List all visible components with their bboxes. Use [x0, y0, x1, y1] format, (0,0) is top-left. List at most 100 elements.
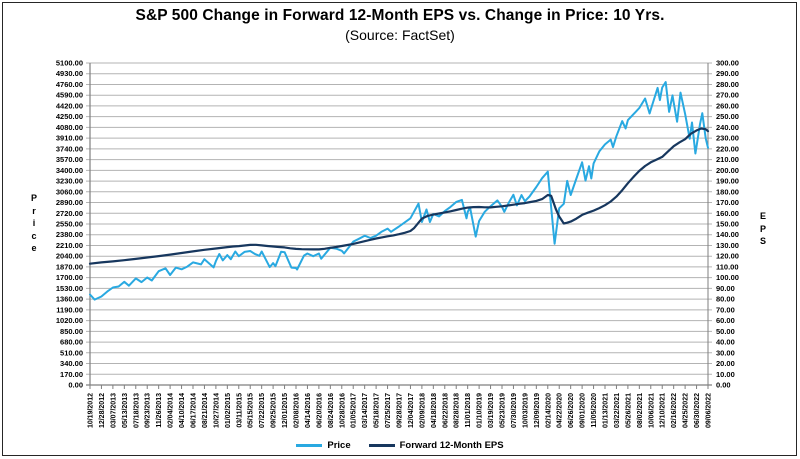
svg-text:3400.00: 3400.00: [56, 166, 83, 175]
svg-text:4590.00: 4590.00: [56, 91, 83, 100]
svg-text:12/09/2019: 12/09/2019: [534, 393, 541, 428]
svg-text:05/13/2013: 05/13/2013: [122, 393, 129, 428]
svg-text:50.00: 50.00: [716, 327, 735, 336]
svg-text:04/18/2018: 04/18/2018: [431, 393, 438, 428]
svg-text:02/14/2020: 02/14/2020: [545, 393, 552, 428]
svg-text:70.00: 70.00: [716, 305, 735, 314]
svg-text:120.00: 120.00: [716, 252, 739, 261]
svg-text:850.00: 850.00: [60, 327, 83, 336]
svg-text:05/23/2019: 05/23/2019: [500, 393, 507, 428]
svg-text:10.00: 10.00: [716, 370, 735, 379]
svg-text:07/25/2017: 07/25/2017: [385, 393, 392, 428]
svg-text:03/11/2015: 03/11/2015: [236, 393, 243, 428]
svg-text:09/25/2015: 09/25/2015: [271, 393, 278, 428]
svg-text:07/18/2013: 07/18/2013: [133, 393, 140, 428]
svg-text:2210.00: 2210.00: [56, 241, 83, 250]
svg-text:08/21/2014: 08/21/2014: [202, 393, 209, 428]
svg-text:200.00: 200.00: [716, 166, 739, 175]
svg-text:10/28/2016: 10/28/2016: [339, 393, 346, 428]
svg-text:12/04/2017: 12/04/2017: [408, 393, 415, 428]
svg-text:250.00: 250.00: [716, 112, 739, 121]
svg-text:03/19/2019: 03/19/2019: [488, 393, 495, 428]
svg-text:4930.00: 4930.00: [56, 69, 83, 78]
svg-text:11/26/2013: 11/26/2013: [156, 393, 163, 428]
plot-area: 0.00 0.00 170.00 10.00 340.00 20.00 510.00 30.0…: [56, 59, 739, 429]
legend-item-forward-12-month-eps: Forward 12-Month EPS: [368, 440, 504, 451]
svg-text:10/06/2021: 10/06/2021: [648, 393, 655, 428]
svg-text:270.00: 270.00: [716, 91, 739, 100]
svg-text:260.00: 260.00: [716, 101, 739, 110]
svg-text:08/24/2016: 08/24/2016: [328, 393, 335, 428]
svg-text:01/05/2017: 01/05/2017: [351, 393, 358, 428]
svg-text:80.00: 80.00: [716, 295, 735, 304]
svg-text:20.00: 20.00: [716, 359, 735, 368]
svg-text:01/02/2015: 01/02/2015: [225, 393, 232, 428]
svg-text:02/09/2018: 02/09/2018: [419, 393, 426, 428]
svg-text:60.00: 60.00: [716, 316, 735, 325]
svg-text:11/01/2018: 11/01/2018: [465, 393, 472, 428]
svg-text:30.00: 30.00: [716, 348, 735, 357]
svg-text:110.00: 110.00: [716, 262, 739, 271]
svg-text:02/08/2016: 02/08/2016: [294, 393, 301, 428]
svg-text:4760.00: 4760.00: [56, 80, 83, 89]
legend-line-swatch: [368, 444, 395, 447]
svg-text:140.00: 140.00: [716, 230, 739, 239]
svg-text:1190.00: 1190.00: [56, 305, 83, 314]
svg-text:160.00: 160.00: [716, 209, 739, 218]
svg-text:1530.00: 1530.00: [56, 284, 83, 293]
svg-text:2720.00: 2720.00: [56, 209, 83, 218]
svg-text:2380.00: 2380.00: [56, 230, 83, 239]
svg-text:07/22/2015: 07/22/2015: [259, 393, 266, 428]
svg-text:04/22/2020: 04/22/2020: [557, 393, 564, 428]
svg-text:340.00: 340.00: [60, 359, 83, 368]
svg-text:06/26/2020: 06/26/2020: [568, 393, 575, 428]
legend-label: Forward 12-Month EPS: [399, 440, 504, 451]
svg-text:680.00: 680.00: [60, 338, 83, 347]
svg-text:09/28/2017: 09/28/2017: [397, 393, 404, 428]
svg-text:1870.00: 1870.00: [56, 262, 83, 271]
svg-text:280.00: 280.00: [716, 80, 739, 89]
svg-text:230.00: 230.00: [716, 134, 739, 143]
left-axis-title-price: P r i c e: [30, 193, 37, 253]
svg-text:40.00: 40.00: [716, 338, 735, 347]
legend-label: Price: [327, 440, 351, 451]
svg-text:0.00: 0.00: [716, 381, 731, 390]
svg-text:2040.00: 2040.00: [56, 252, 83, 261]
legend-item-price: Price: [296, 440, 351, 451]
svg-text:03/14/2017: 03/14/2017: [362, 393, 369, 428]
svg-text:09/01/2020: 09/01/2020: [580, 393, 587, 428]
svg-text:290.00: 290.00: [716, 69, 739, 78]
svg-text:05/18/2017: 05/18/2017: [374, 393, 381, 428]
svg-text:180.00: 180.00: [716, 187, 739, 196]
svg-text:100.00: 100.00: [716, 273, 739, 282]
svg-text:04/14/2016: 04/14/2016: [305, 393, 312, 428]
svg-text:06/22/2018: 06/22/2018: [442, 393, 449, 428]
svg-text:3060.00: 3060.00: [56, 187, 83, 196]
svg-text:0.00: 0.00: [68, 381, 83, 390]
svg-text:1700.00: 1700.00: [56, 273, 83, 282]
svg-text:300.00: 300.00: [716, 59, 739, 68]
svg-text:10/03/2019: 10/03/2019: [522, 393, 529, 428]
svg-text:12/10/2021: 12/10/2021: [660, 393, 667, 428]
legend: Price Forward 12-Month EPS: [0, 440, 800, 451]
svg-text:4080.00: 4080.00: [56, 123, 83, 132]
svg-text:1360.00: 1360.00: [56, 295, 83, 304]
svg-text:170.00: 170.00: [716, 198, 739, 207]
svg-text:2890.00: 2890.00: [56, 198, 83, 207]
svg-text:03/22/2021: 03/22/2021: [614, 393, 621, 428]
svg-text:09/06/2022: 09/06/2022: [706, 393, 713, 428]
svg-text:2550.00: 2550.00: [56, 220, 83, 229]
svg-text:210.00: 210.00: [716, 155, 739, 164]
svg-text:12/01/2015: 12/01/2015: [282, 393, 289, 428]
svg-text:01/10/2019: 01/10/2019: [477, 393, 484, 428]
svg-text:220.00: 220.00: [716, 144, 739, 153]
svg-text:04/25/2022: 04/25/2022: [683, 393, 690, 428]
svg-text:11/05/2020: 11/05/2020: [591, 393, 598, 428]
svg-text:09/23/2013: 09/23/2013: [145, 393, 152, 428]
svg-text:06/17/2014: 06/17/2014: [191, 393, 198, 428]
svg-text:3910.00: 3910.00: [56, 134, 83, 143]
svg-text:02/16/2022: 02/16/2022: [671, 393, 678, 428]
svg-text:4250.00: 4250.00: [56, 112, 83, 121]
